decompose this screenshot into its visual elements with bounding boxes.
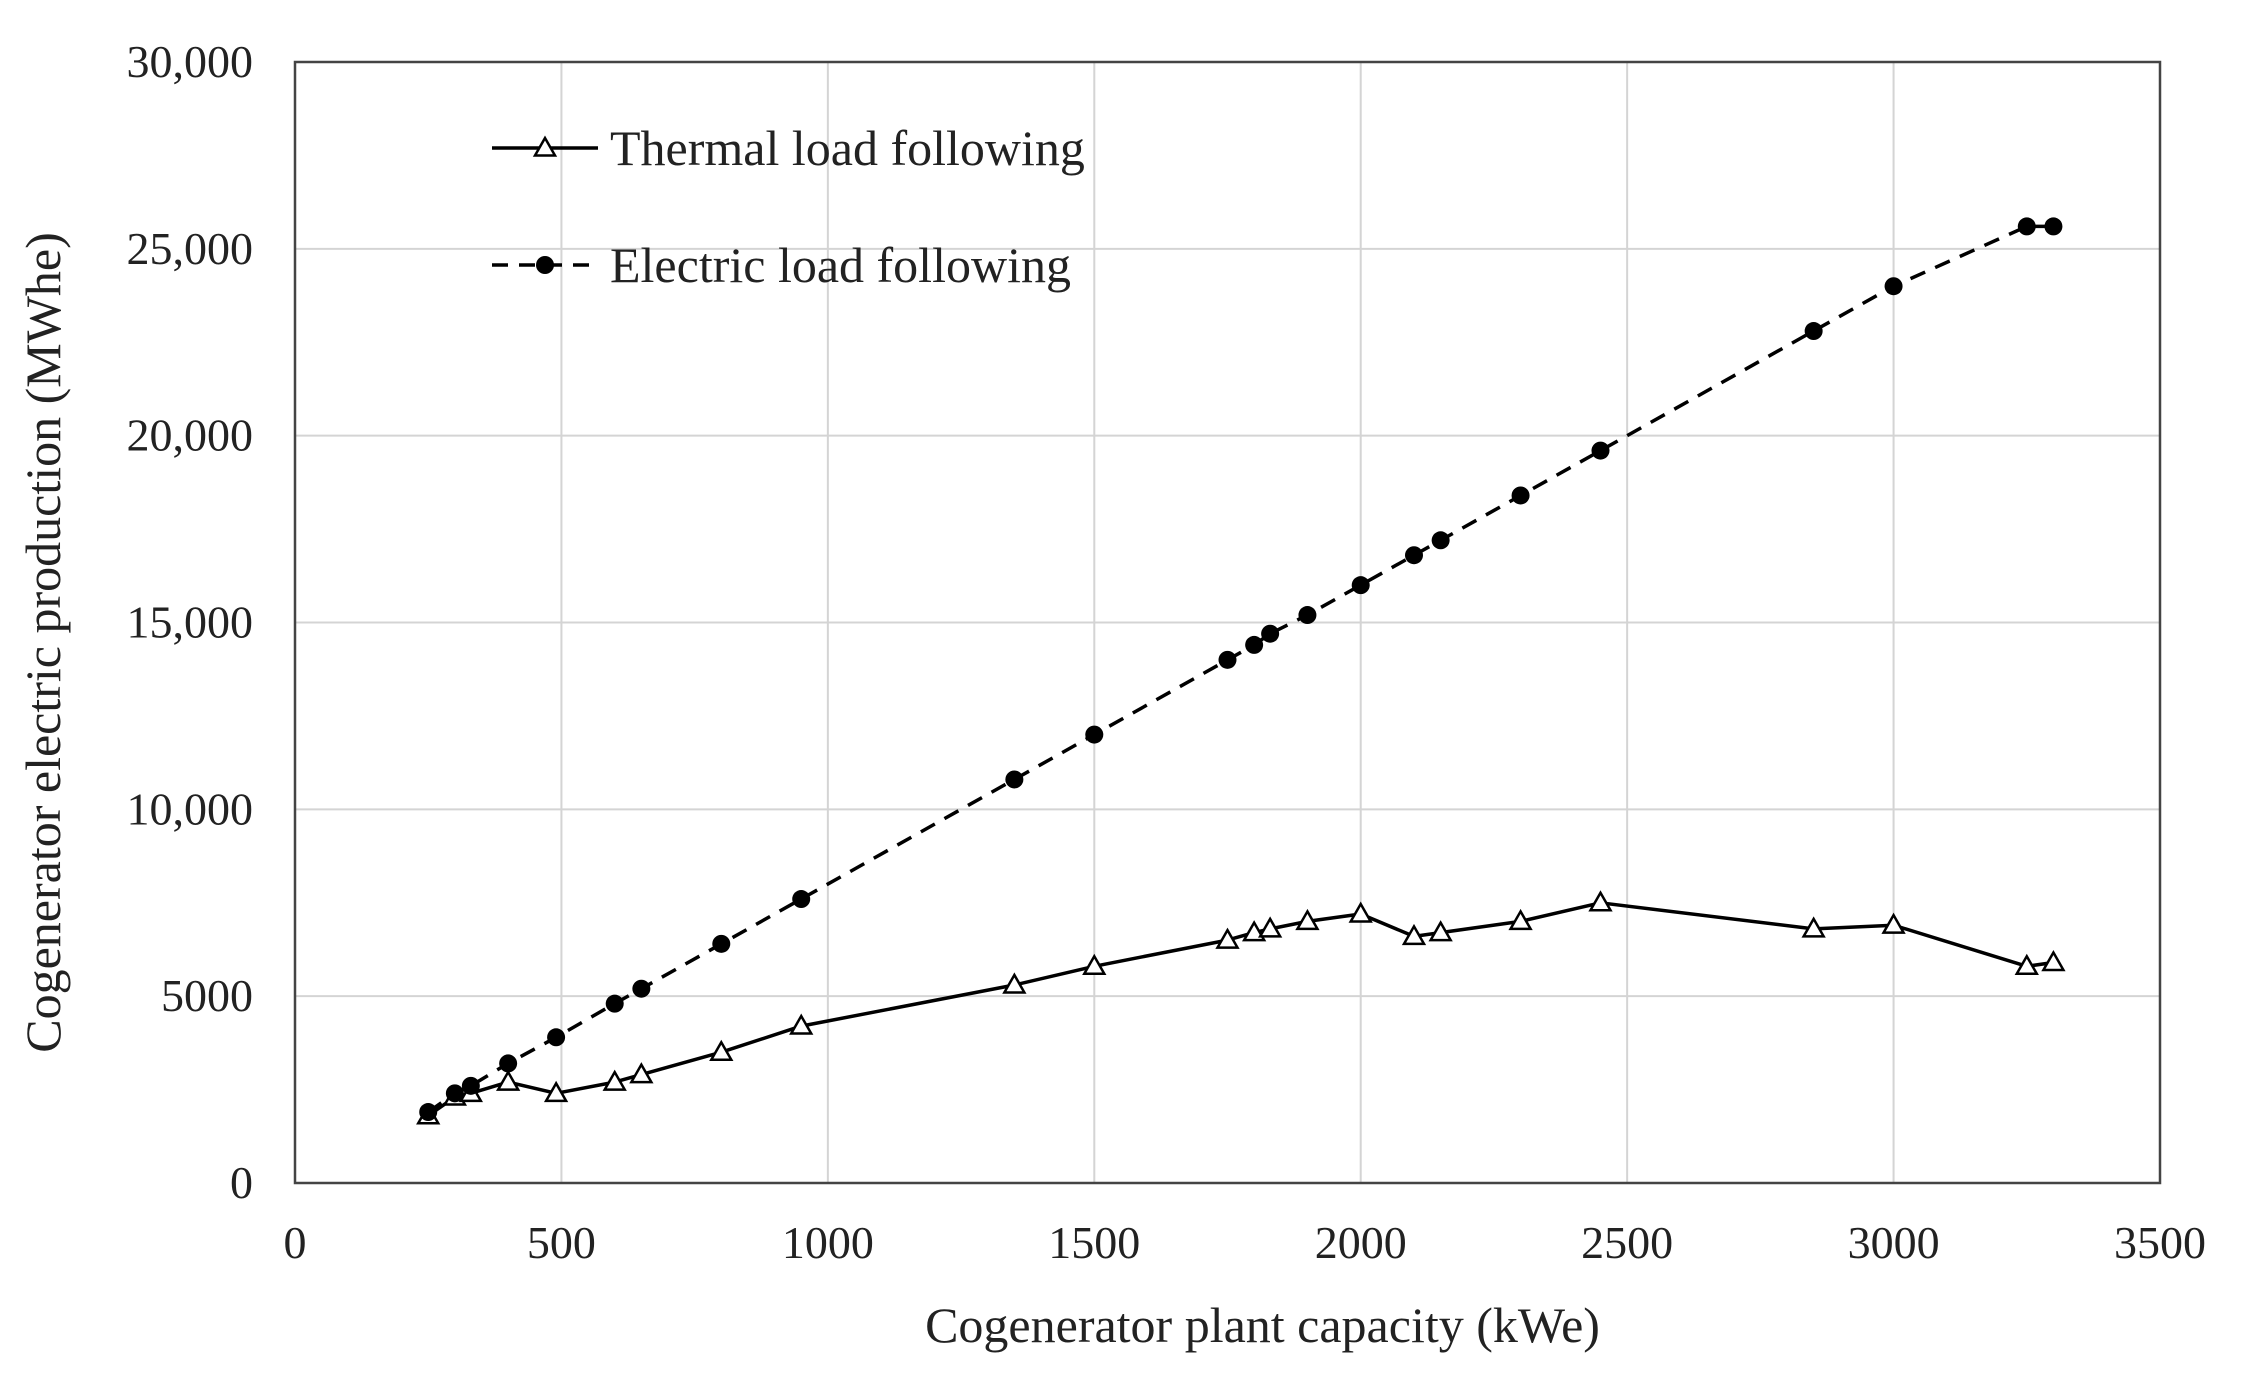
data-point	[1351, 576, 1370, 595]
data-point	[1005, 770, 1024, 789]
data-point	[792, 890, 811, 909]
y-tick-label: 10,000	[127, 783, 254, 834]
data-point	[605, 994, 624, 1013]
data-point	[709, 1039, 734, 1061]
data-point	[1511, 486, 1530, 505]
data-point	[2017, 217, 2036, 236]
data-point	[445, 1084, 464, 1103]
x-tick-label: 3000	[1848, 1217, 1940, 1268]
data-point	[629, 1062, 654, 1084]
x-axis-title: Cogenerator plant capacity (kWe)	[925, 1297, 1600, 1353]
data-point	[1085, 725, 1104, 744]
data-point	[1218, 650, 1237, 669]
x-axis: 0 500 1000 1500 2000 2500 3000 3500	[284, 1217, 2207, 1268]
y-axis: 0 5000 10,000 15,000 20,000 25,000 30,000	[127, 36, 254, 1208]
data-point	[1002, 972, 1027, 994]
y-tick-label: 30,000	[127, 36, 254, 87]
data-point	[1591, 441, 1610, 460]
x-tick-label: 2500	[1581, 1217, 1673, 1268]
data-point	[2044, 217, 2063, 236]
series-electric-load-following	[419, 217, 2063, 1122]
y-tick-label: 15,000	[127, 597, 254, 648]
x-tick-label: 1000	[782, 1217, 874, 1268]
data-point	[536, 256, 554, 274]
data-point	[495, 1069, 521, 1091]
data-point	[2014, 953, 2039, 976]
x-tick-label: 0	[284, 1217, 307, 1268]
data-point	[2041, 950, 2066, 972]
data-point	[1801, 916, 1826, 938]
grid	[295, 62, 2160, 1183]
data-point	[419, 1103, 438, 1122]
series-layer	[416, 217, 2066, 1125]
data-point	[1295, 908, 1320, 931]
data-point	[1215, 927, 1240, 949]
legend-entry: Thermal load following	[492, 120, 1085, 176]
series-thermal-load-following	[416, 890, 2066, 1125]
y-axis-title: Cogenerator electric production (MWhe)	[15, 232, 71, 1052]
data-point	[499, 1054, 518, 1073]
data-point	[1257, 916, 1283, 938]
data-point	[1261, 624, 1280, 643]
data-point	[1804, 322, 1823, 341]
data-point	[789, 1013, 814, 1035]
data-point	[712, 934, 731, 953]
data-point	[632, 979, 651, 998]
y-tick-label: 5000	[161, 970, 253, 1021]
data-point	[1348, 901, 1373, 923]
x-tick-label: 1500	[1048, 1217, 1140, 1268]
series-line	[427, 224, 2054, 1114]
series-line	[427, 901, 2054, 1118]
data-point	[1508, 908, 1533, 931]
data-point	[1428, 920, 1453, 942]
data-point	[1245, 635, 1264, 654]
data-point	[1298, 606, 1317, 625]
y-tick-label: 25,000	[127, 223, 254, 274]
data-point	[1431, 531, 1450, 550]
legend-label: Electric load following	[610, 237, 1071, 293]
data-point	[1884, 277, 1903, 296]
legend-label: Thermal load following	[610, 120, 1085, 176]
legend: Thermal load following Electric load foll…	[492, 120, 1085, 293]
data-point	[1881, 912, 1906, 934]
x-tick-label: 3500	[2114, 1217, 2206, 1268]
data-point	[1401, 923, 1427, 946]
data-point	[1405, 546, 1423, 565]
data-point	[547, 1028, 566, 1047]
data-point	[1082, 953, 1107, 976]
data-point	[532, 135, 558, 157]
data-point	[1588, 890, 1613, 912]
data-point	[543, 1080, 569, 1103]
plot-area	[293, 60, 2162, 1185]
data-point	[602, 1069, 627, 1091]
x-tick-label: 500	[527, 1217, 596, 1268]
y-tick-label: 0	[230, 1157, 253, 1208]
y-tick-label: 20,000	[127, 410, 254, 461]
legend-entry: Electric load following	[492, 237, 1071, 293]
x-tick-label: 2000	[1315, 1217, 1407, 1268]
data-point	[461, 1076, 480, 1095]
